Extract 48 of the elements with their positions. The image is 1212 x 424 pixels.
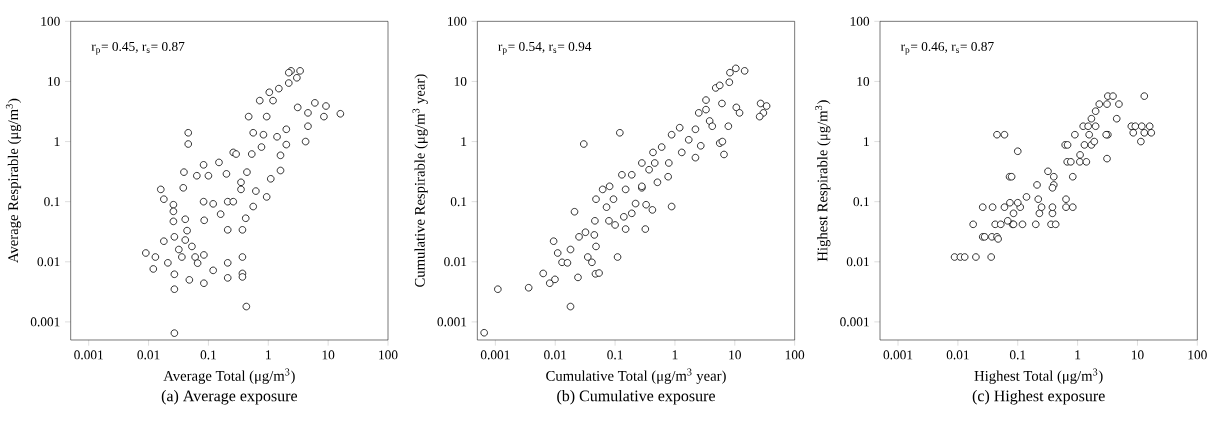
x-tick-label: 0.01 xyxy=(137,350,160,360)
x-tick-label: 100 xyxy=(785,350,805,360)
x-tick-label: 1 xyxy=(672,350,678,360)
y-tick-label: 0.01 xyxy=(846,257,869,267)
x-tick-label: 0.1 xyxy=(607,350,623,360)
x-axis-title: Average Total (μg/m$^{3}$) xyxy=(163,368,295,384)
y-tick-label: 0.001 xyxy=(437,317,467,327)
x-axis-title: Cumulative Total (μg/m$^{3}$ year) xyxy=(546,368,726,384)
y-tick-label: 100 xyxy=(41,16,60,26)
y-tick-label: 1 xyxy=(54,137,60,146)
annotation: r$_{p}$= 0.45, r$_{s}$= 0.87 xyxy=(91,42,185,55)
y-axis-title: Highest Respirable (μg/m$^{3}$) xyxy=(815,100,831,262)
y-axis-title: Cumulative Respirable (μg/m$^{3}$ year) xyxy=(412,74,428,287)
text: (b) Cumulative exposure xyxy=(557,390,715,405)
y-axis-title: Average Respirable (μg/m$^{3}$) xyxy=(5,98,22,263)
y-tick-label: 0.1 xyxy=(853,197,869,207)
y-tick-label: 0.1 xyxy=(44,197,60,207)
y-tick-label: 100 xyxy=(448,16,467,26)
x-tick-label: 10 xyxy=(1131,350,1144,360)
y-tick-label: 10 xyxy=(857,76,870,86)
x-tick-label: 0.001 xyxy=(883,350,913,360)
x-tick-label: 10 xyxy=(729,350,741,360)
x-tick-label: 0.001 xyxy=(480,350,510,360)
annotation: r$_{p}$= 0.54, r$_{s}$= 0.94 xyxy=(498,42,592,55)
x-tick-label: 100 xyxy=(1188,350,1207,360)
x-axis-title: Highest Total (μg/m$^{3}$) xyxy=(974,368,1103,384)
annotation: r$_{p}$= 0.46, r$_{s}$= 0.87 xyxy=(900,42,994,55)
x-tick-label: 1 xyxy=(266,350,271,360)
x-tick-label: 0.1 xyxy=(200,350,216,360)
text: (a) Average exposure xyxy=(161,390,298,405)
y-tick-label: 0.001 xyxy=(30,317,60,327)
x-tick-label: 100 xyxy=(379,350,398,360)
y-tick-label: 0.1 xyxy=(450,197,467,207)
x-tick-label: 0.001 xyxy=(74,350,103,360)
y-tick-label: 100 xyxy=(850,16,870,26)
text: (c) Highest exposure xyxy=(972,390,1105,405)
x-tick-label: 10 xyxy=(322,350,335,360)
y-tick-label: 10 xyxy=(454,76,467,86)
x-tick-label: 0.1 xyxy=(1009,350,1026,360)
y-tick-label: 0.01 xyxy=(37,257,60,267)
y-tick-label: 0.01 xyxy=(444,257,467,267)
x-tick-label: 1 xyxy=(1075,350,1081,360)
y-tick-label: 1 xyxy=(461,137,467,146)
y-tick-label: 1 xyxy=(864,137,869,146)
x-tick-label: 0.01 xyxy=(946,350,969,360)
y-tick-label: 0.001 xyxy=(840,317,869,327)
x-tick-label: 0.01 xyxy=(544,350,567,360)
y-tick-label: 10 xyxy=(48,76,60,86)
